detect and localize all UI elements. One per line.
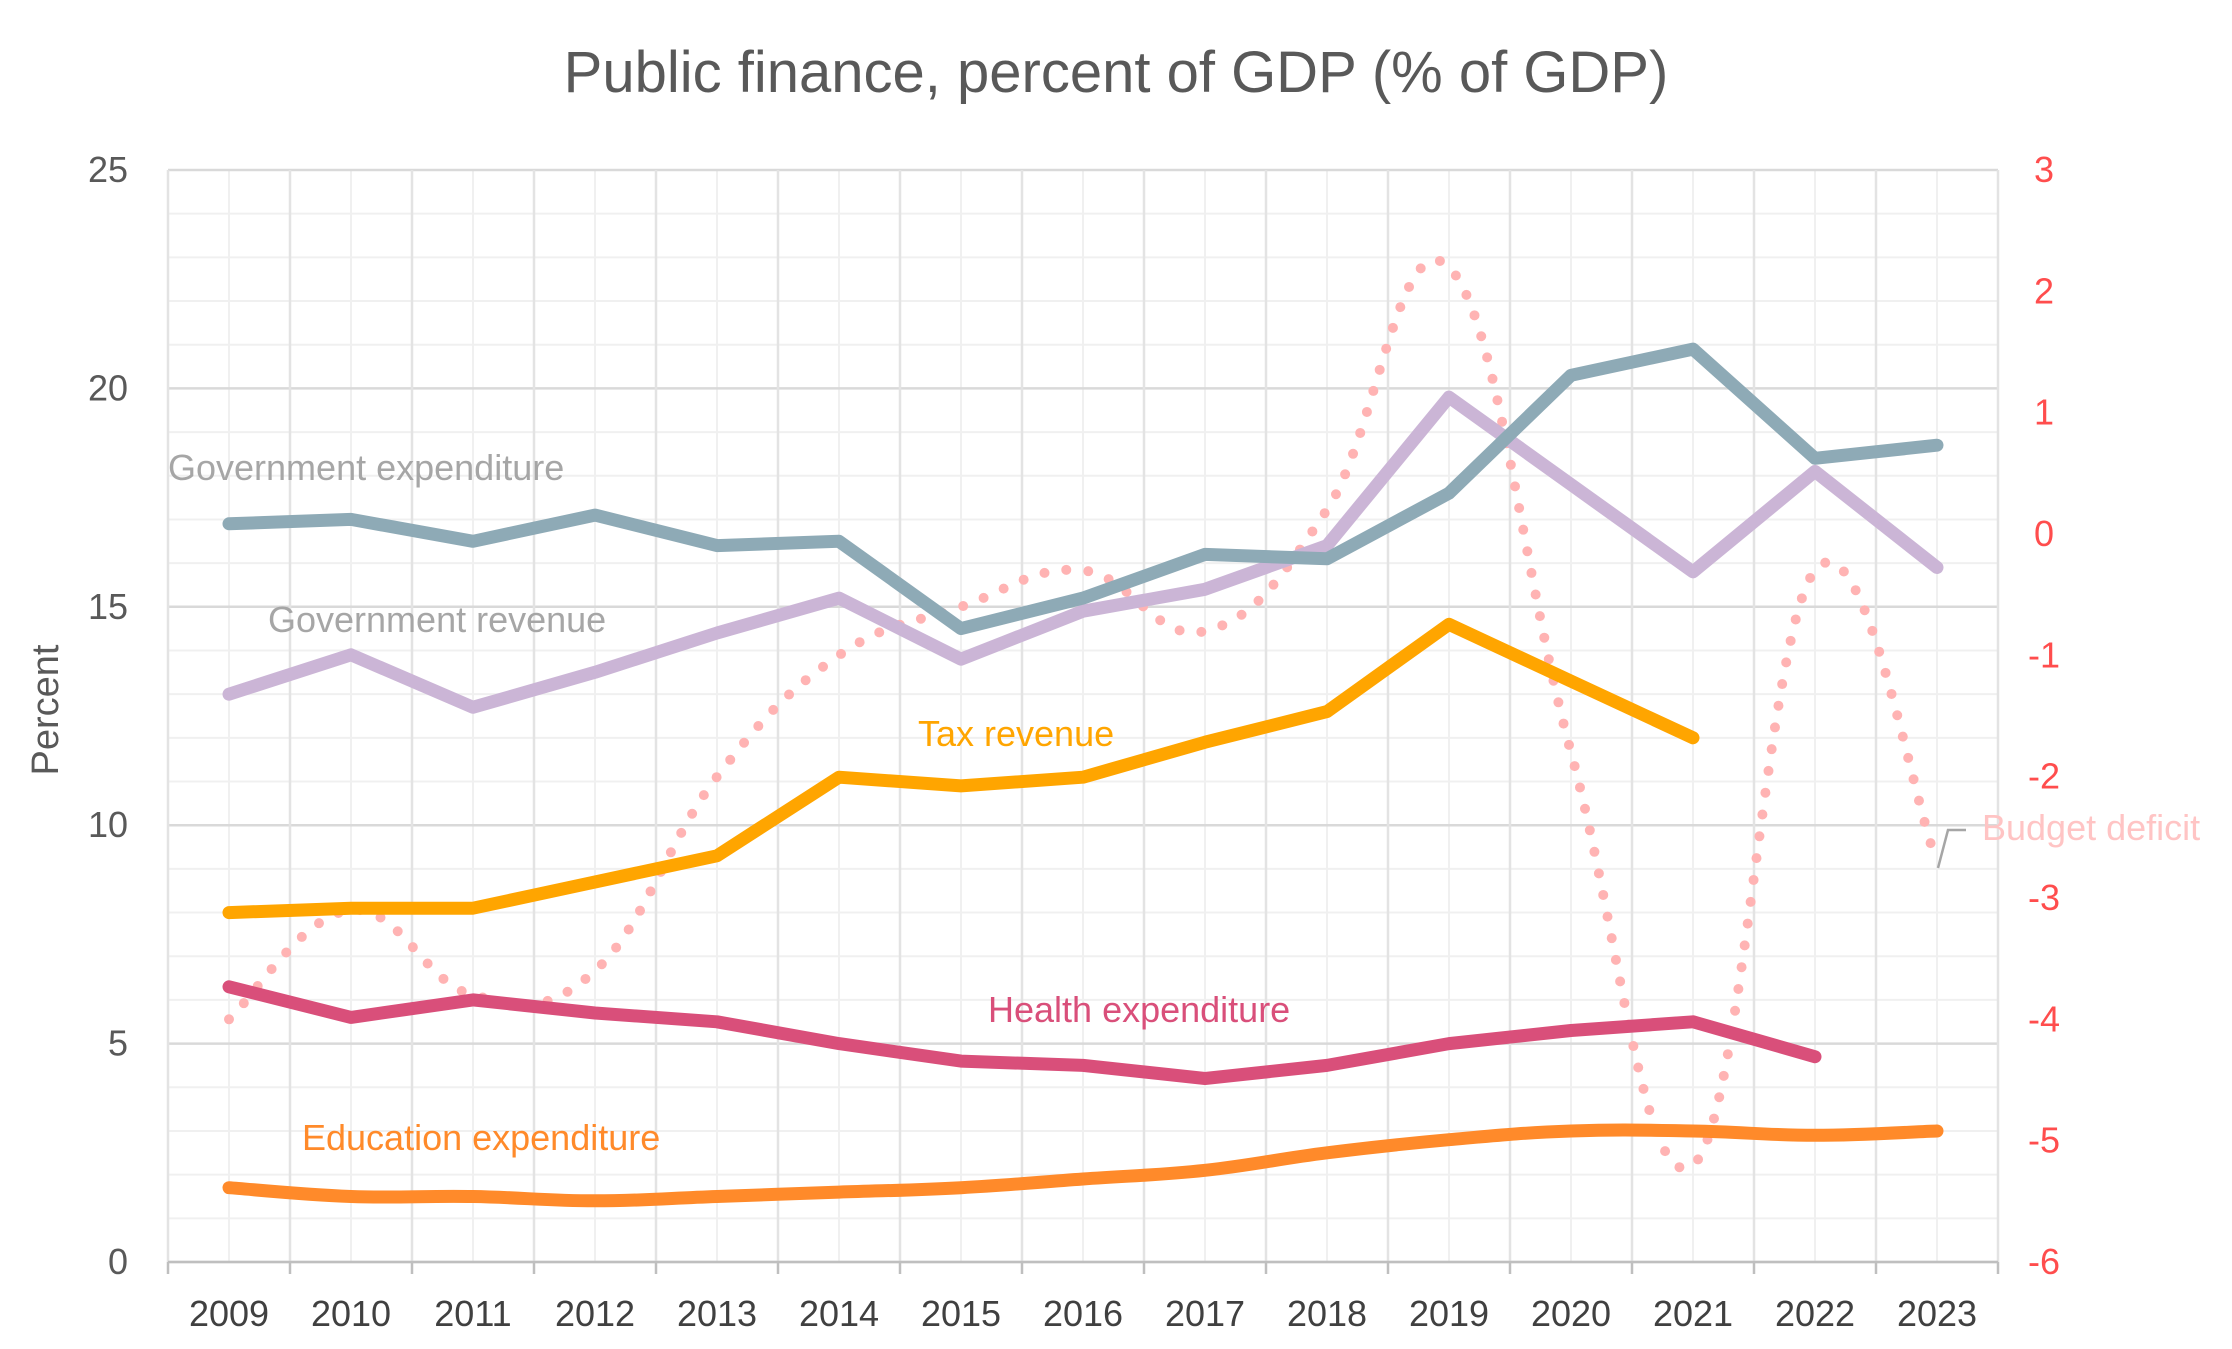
y-right-tick-label: -2	[2028, 756, 2060, 797]
series-labels: Government expenditure Government revenue…	[168, 447, 2200, 1158]
chart-title: Public finance, percent of GDP (% of GDP…	[564, 40, 1669, 105]
y-left-tick-label: 25	[88, 149, 128, 190]
y-right-tick-label: 1	[2034, 392, 2054, 433]
series-lines	[222, 255, 1944, 1208]
x-tick-label: 2010	[311, 1293, 391, 1334]
x-tick-label: 2020	[1531, 1293, 1611, 1334]
x-tick-label: 2023	[1897, 1293, 1977, 1334]
x-tick-label: 2021	[1653, 1293, 1733, 1334]
x-tick-label: 2016	[1043, 1293, 1123, 1334]
y-right-tick-label: -5	[2028, 1120, 2060, 1161]
y-right-tick-label: -6	[2028, 1241, 2060, 1282]
y-right-tick-label: -4	[2028, 998, 2060, 1039]
x-tick-label: 2009	[189, 1293, 269, 1334]
tax-revenue-line	[222, 617, 1700, 920]
y-left-tick-label: 10	[88, 804, 128, 845]
y-left-tick-label: 20	[88, 367, 128, 408]
axes: 0 5 10 15 20 25 -6 -5 -4 -3 -2 -1 0 1 2 3 2009 2010 2011 20…	[88, 149, 2060, 1334]
education-expenditure-label: Education expenditure	[302, 1117, 660, 1158]
y-left-tick-label: 15	[88, 586, 128, 627]
y-axis-label: Percent	[25, 644, 67, 775]
government-expenditure-line	[222, 342, 1944, 636]
x-tick-label: 2014	[799, 1293, 879, 1334]
government-revenue-label: Government revenue	[268, 599, 606, 640]
x-tick-label: 2012	[555, 1293, 635, 1334]
y-right-tick-label: 2	[2034, 270, 2054, 311]
x-tick-label: 2022	[1775, 1293, 1855, 1334]
government-expenditure-label: Government expenditure	[168, 447, 564, 488]
budget-deficit-line	[224, 255, 1942, 1173]
x-tick-label: 2018	[1287, 1293, 1367, 1334]
government-revenue-line	[222, 390, 1944, 714]
y-left-tick-label: 5	[108, 1023, 128, 1064]
y-right-tick-label: 3	[2034, 149, 2054, 190]
x-tick-label: 2013	[677, 1293, 757, 1334]
budget-deficit-leader-line	[1936, 828, 1966, 869]
tax-revenue-label: Tax revenue	[918, 713, 1114, 754]
x-tick-label: 2015	[921, 1293, 1001, 1334]
y-right-tick-label: -3	[2028, 877, 2060, 918]
budget-deficit-label: Budget deficit	[1982, 807, 2200, 848]
health-expenditure-line	[222, 980, 1822, 1085]
education-expenditure-line	[222, 1123, 1944, 1208]
x-tick-label: 2019	[1409, 1293, 1489, 1334]
x-tick-label: 2017	[1165, 1293, 1245, 1334]
x-tick-label: 2011	[434, 1293, 511, 1334]
health-expenditure-label: Health expenditure	[988, 989, 1290, 1030]
y-right-tick-label: 0	[2034, 513, 2054, 554]
y-left-tick-label: 0	[108, 1241, 128, 1282]
y-right-tick-label: -1	[2028, 634, 2060, 675]
